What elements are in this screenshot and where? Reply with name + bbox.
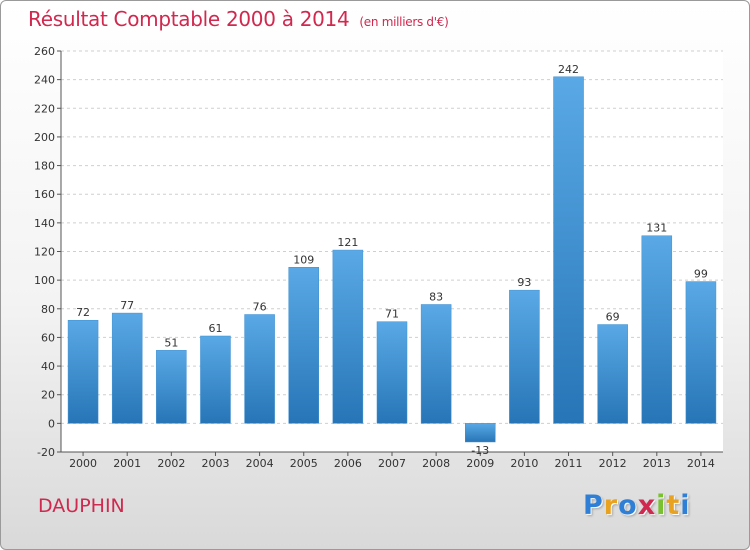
data-label: 93 bbox=[517, 276, 531, 289]
x-tick-label: 2003 bbox=[201, 457, 229, 470]
data-label: 51 bbox=[164, 336, 178, 349]
bar[interactable] bbox=[553, 76, 584, 424]
x-tick-label: 2001 bbox=[113, 457, 141, 470]
x-tick-label: 2005 bbox=[290, 457, 318, 470]
x-tick-label: 2012 bbox=[599, 457, 627, 470]
chart-subtitle: (en milliers d'€) bbox=[359, 15, 449, 29]
logo-letter: o bbox=[618, 490, 638, 521]
x-tick-label: 2010 bbox=[510, 457, 538, 470]
y-tick-label: 260 bbox=[34, 45, 55, 58]
x-tick-label: 2014 bbox=[687, 457, 715, 470]
y-tick-label: 60 bbox=[41, 331, 55, 344]
data-label: 109 bbox=[293, 253, 314, 266]
bar[interactable] bbox=[332, 249, 364, 424]
bar[interactable] bbox=[67, 319, 99, 424]
y-tick-label: 240 bbox=[34, 74, 55, 87]
bar[interactable] bbox=[509, 289, 540, 424]
data-label: 61 bbox=[208, 322, 222, 335]
data-label: 72 bbox=[76, 306, 90, 319]
data-label: 77 bbox=[120, 299, 134, 312]
bar[interactable] bbox=[244, 314, 275, 424]
y-tick-label: 100 bbox=[34, 274, 55, 287]
logo-letter: i bbox=[680, 490, 691, 521]
y-tick-label: 0 bbox=[48, 417, 55, 430]
chart-title: Résultat Comptable 2000 à 2014 (en millie… bbox=[28, 7, 449, 31]
x-tick-label: 2000 bbox=[69, 457, 97, 470]
y-tick-label: 120 bbox=[34, 246, 55, 259]
data-label: 71 bbox=[385, 308, 399, 321]
data-label: 99 bbox=[694, 268, 708, 281]
data-label: 242 bbox=[558, 63, 579, 76]
y-tick-label: 80 bbox=[41, 303, 55, 316]
x-tick-label: 2006 bbox=[334, 457, 362, 470]
data-label: 131 bbox=[646, 222, 667, 235]
bar[interactable] bbox=[288, 267, 319, 424]
commune-name: DAUPHIN bbox=[38, 495, 125, 517]
x-tick-label: 2008 bbox=[422, 457, 450, 470]
x-tick-label: 2004 bbox=[246, 457, 274, 470]
bar[interactable] bbox=[156, 350, 187, 424]
y-tick-label: 20 bbox=[41, 389, 55, 402]
x-tick-label: 2013 bbox=[643, 457, 671, 470]
bar[interactable] bbox=[685, 281, 717, 424]
data-label: 69 bbox=[606, 311, 620, 324]
y-tick-label: 180 bbox=[34, 160, 55, 173]
data-label: 121 bbox=[337, 236, 358, 249]
logo-letter: x bbox=[637, 490, 657, 521]
x-tick-label: 2002 bbox=[157, 457, 185, 470]
logo-letter: P bbox=[583, 490, 604, 521]
logo-letter: r bbox=[603, 490, 619, 521]
bar[interactable] bbox=[420, 304, 452, 424]
y-tick-label: 160 bbox=[34, 188, 55, 201]
bars bbox=[67, 76, 717, 443]
x-tick-label: 2011 bbox=[555, 457, 583, 470]
x-tick-label: 2007 bbox=[378, 457, 406, 470]
data-labels: 72 77 51 61 76 109 121 71 83 -13 93 242 69 131 99 bbox=[76, 63, 708, 457]
chart-title-text: Résultat Comptable 2000 à 2014 bbox=[28, 7, 350, 31]
bar[interactable] bbox=[641, 235, 673, 424]
x-axis: 2000 2001 2002 2003 2004 2005 2006 2007 2008 2009… bbox=[61, 451, 723, 470]
bar[interactable] bbox=[376, 321, 408, 424]
y-tick-label: 220 bbox=[34, 102, 55, 115]
y-tick-label: -20 bbox=[37, 446, 55, 459]
y-tick-label: 140 bbox=[34, 217, 55, 230]
data-label: 76 bbox=[253, 301, 267, 314]
logo-letter: i bbox=[656, 490, 667, 521]
y-tick-label: 40 bbox=[41, 360, 55, 373]
proxiti-logo[interactable]: Proxiti bbox=[583, 490, 691, 521]
y-tick-label: 200 bbox=[34, 131, 55, 144]
data-label: -13 bbox=[471, 444, 489, 457]
bar[interactable] bbox=[465, 423, 496, 443]
bar[interactable] bbox=[111, 312, 143, 424]
bar[interactable] bbox=[597, 324, 628, 424]
x-tick-label: 2009 bbox=[466, 457, 494, 470]
logo-letter: t bbox=[666, 490, 681, 521]
data-label: 83 bbox=[429, 290, 443, 303]
y-axis: -20 0 20 40 60 80 100 120 140 160 180 200 220 240 260 bbox=[34, 45, 62, 459]
bar[interactable] bbox=[200, 335, 231, 424]
